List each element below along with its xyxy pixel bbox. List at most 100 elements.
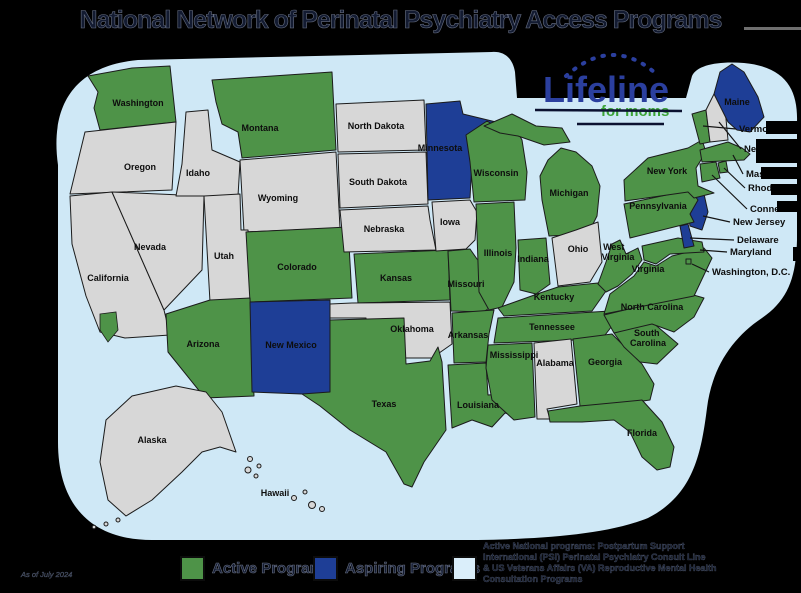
artifact-bar [771,184,801,195]
label-illinois: Illinois [484,248,513,258]
decorative-line [744,27,801,30]
state-florida [547,399,675,471]
artifact-bar [756,139,801,163]
state-massachusetts [699,141,751,163]
label-new-mexico: New Mexico [265,340,317,350]
legend-note-line: Consultation Programs [483,574,583,584]
state-labels: Washington Oregon California Nevada Idah… [87,97,750,498]
leader-line-new-hampshire [718,121,742,150]
legend-note: Active National programs: Postpartum Sup… [483,541,801,585]
legend-label-aspiring: Aspiring Programs [345,560,481,578]
label-hawaii: Hawaii [261,488,290,498]
artifact-bar [761,167,801,179]
label-kansas: Kansas [380,273,412,283]
label-ohio: Ohio [568,244,589,254]
label-idaho: Idaho [186,168,211,178]
label-missouri: Missouri [447,279,484,289]
leader-line-rhode-island [723,167,746,189]
footnote-date: As of July 2024 [21,570,73,579]
label-new-york: New York [647,166,688,176]
state-michigan [539,147,601,237]
label-south-carolina: South Carolina [630,328,667,348]
label-connecticut: Connecticut [750,204,801,215]
label-kentucky: Kentucky [534,292,575,302]
label-pennsylvania: Pennsylvania [629,201,688,211]
label-oregon: Oregon [124,162,156,172]
label-montana: Montana [242,123,280,133]
state-arizona [165,297,255,399]
label-arizona: Arizona [186,339,220,349]
state-illinois [475,201,517,311]
label-iowa: Iowa [440,217,461,227]
label-colorado: Colorado [277,262,317,272]
state-oregon [69,121,177,195]
state-hawaii [244,466,325,512]
state-virginia [603,247,713,315]
state-connecticut [699,161,721,183]
label-north-carolina: North Carolina [621,302,684,312]
legend-note-line: Active National programs: Postpartum Sup… [483,541,685,551]
lifeline-logo: Lifeline for moms [534,52,683,126]
label-utah: Utah [214,251,234,261]
label-nevada: Nevada [134,242,167,252]
state-new-york [623,139,715,202]
leader-line-vermont [702,125,737,130]
label-georgia: Georgia [588,357,623,367]
state-iowa [431,199,478,252]
label-alaska: Alaska [137,435,167,445]
label-tennessee: Tennessee [529,322,575,332]
legend-swatch-active [180,556,205,581]
leader-line-maryland [699,249,728,253]
legend-label-active: Active Programs [212,560,332,578]
state-south-dakota [337,151,429,209]
label-washington: Washington [112,98,163,108]
label-alabama: Alabama [536,358,575,368]
states-layer [69,63,765,530]
logo-primary-text: Lifeline [543,69,669,110]
label-florida: Florida [627,428,658,438]
state-north-dakota [335,99,427,153]
legend-swatch-aspiring [313,556,338,581]
artifact-bar [777,201,801,212]
state-washington-dc [685,258,692,265]
label-california: California [87,273,130,283]
artifact-bar [766,121,800,134]
state-nebraska [339,205,437,253]
state-california-coastal-program [99,311,119,343]
label-indiana: Indiana [517,254,549,264]
label-minnesota: Minnesota [418,143,463,153]
state-alaska [91,385,262,530]
label-michigan: Michigan [549,188,588,198]
legend-swatch-national [452,556,477,581]
label-wisconsin: Wisconsin [474,168,519,178]
state-colorado [245,226,353,303]
label-maryland: Maryland [730,247,772,258]
leader-line-massachusetts [732,154,744,175]
label-mississippi: Mississippi [490,350,539,360]
label-texas: Texas [372,399,397,409]
label-oklahoma: Oklahoma [390,324,435,334]
logo-underline [534,108,683,113]
state-texas [301,317,447,488]
label-louisiana: Louisiana [457,400,500,410]
leader-line-connecticut [711,174,748,210]
leader-line-delaware [689,237,735,241]
label-new-jersey: New Jersey [733,217,786,228]
leader-line-washington-dc [691,263,710,273]
legend-note-line: & US Veterans Affairs (VA) Reproductive … [483,563,717,573]
legend-note-line: International (PSI) Perinatal Psychiatry… [483,552,706,562]
legend: Active Programs Aspiring Programs [0,553,801,589]
label-maine: Maine [724,97,750,107]
state-mississippi [485,342,536,421]
label-west-virginia: West Virginia [602,242,636,262]
state-maine [713,63,765,133]
artifact-bar [793,247,801,261]
label-arkansas: Arkansas [448,330,489,340]
label-wyoming: Wyoming [258,193,298,203]
state-ohio [551,221,603,287]
state-michigan-up [483,113,571,146]
label-artifact-bars [756,121,801,261]
state-indiana [517,237,551,295]
label-virginia: Virginia [632,264,666,274]
